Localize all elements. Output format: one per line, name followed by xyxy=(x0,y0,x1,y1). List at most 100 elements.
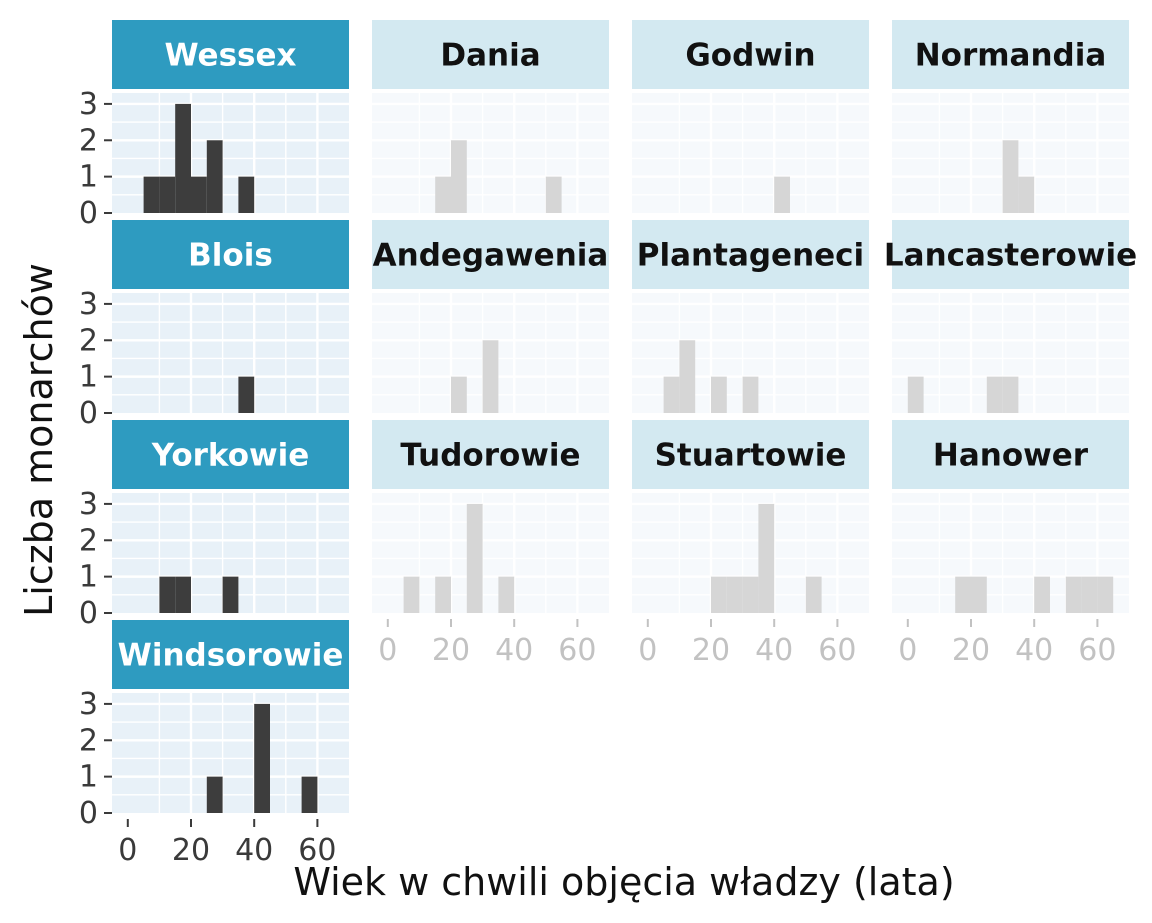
bar xyxy=(451,376,467,413)
panel-stuartowie: Stuartowie 0 20 40 60 xyxy=(632,420,869,668)
x-tick-label: 40 xyxy=(235,833,273,868)
strip-hanower xyxy=(892,420,1129,489)
bar xyxy=(726,576,743,613)
bar xyxy=(159,576,176,613)
bar xyxy=(663,376,680,413)
strip-windsorowie xyxy=(112,620,349,689)
bar xyxy=(1065,576,1082,613)
y-tick-label: 2 xyxy=(79,723,98,758)
bar xyxy=(466,503,483,613)
panel-dania: Dania xyxy=(372,20,609,213)
y-tick-label: 3 xyxy=(79,287,98,322)
bar xyxy=(482,340,499,413)
bar xyxy=(159,176,176,213)
bar xyxy=(238,176,255,213)
strip-stuartowie xyxy=(632,420,869,489)
panel-lancasterowie: Lancasterowie xyxy=(884,220,1137,413)
panel-andegawenia: Andegawenia xyxy=(372,220,609,413)
y-tick-label: 0 xyxy=(79,796,98,831)
bar xyxy=(971,576,987,613)
bar xyxy=(238,376,255,413)
strip-label-windsorowie: Windsorowie xyxy=(118,638,344,674)
strip-normandia xyxy=(892,20,1129,89)
bar xyxy=(742,576,759,613)
strip-tudorowie xyxy=(372,420,609,489)
y-tick-label: 1 xyxy=(79,560,98,595)
bar xyxy=(774,176,790,213)
strip-wessex xyxy=(112,20,349,89)
panel-tudorowie: Tudorowie 0 20 40 60 xyxy=(372,420,609,668)
strip-label-dania: Dania xyxy=(440,38,540,74)
bar xyxy=(907,376,924,413)
y-tick-label: 0 xyxy=(79,196,98,231)
bar xyxy=(758,503,775,613)
strip-godwin xyxy=(632,20,869,89)
strip-label-godwin: Godwin xyxy=(685,38,815,74)
panel-normandia: Normandia xyxy=(892,20,1129,213)
bar xyxy=(742,376,759,413)
plot-bg-dania xyxy=(372,93,609,213)
y-tick-label: 1 xyxy=(79,360,98,395)
y-tick-label: 1 xyxy=(79,760,98,795)
x-tick-label: 20 xyxy=(952,633,990,668)
strip-label-hanower: Hanower xyxy=(933,438,1089,474)
x-tick-label: 40 xyxy=(755,633,793,668)
panel-godwin: Godwin xyxy=(632,20,869,213)
strip-yorkowie xyxy=(112,420,349,489)
y-tick-label: 3 xyxy=(79,687,98,722)
bar xyxy=(1002,140,1019,213)
strip-label-plantageneci: Plantageneci xyxy=(637,238,864,274)
bar xyxy=(679,340,696,413)
x-tick-label: 20 xyxy=(172,833,210,868)
bar xyxy=(1018,176,1035,213)
x-tick-label: 60 xyxy=(558,633,596,668)
bar xyxy=(206,140,223,213)
y-axis-title: Liczba monarchów xyxy=(17,263,61,617)
bar xyxy=(711,576,727,613)
strip-label-normandia: Normandia xyxy=(915,38,1107,74)
x-tick-label: 0 xyxy=(378,633,397,668)
bar xyxy=(805,576,822,613)
strip-andegawenia xyxy=(372,220,609,289)
strip-label-blois: Blois xyxy=(188,238,273,274)
strip-label-wessex: Wessex xyxy=(164,38,296,74)
x-tick-label: 40 xyxy=(1015,633,1053,668)
bar xyxy=(435,576,451,613)
panel-plantageneci: Plantageneci xyxy=(632,220,869,413)
bar xyxy=(986,376,1003,413)
bar xyxy=(711,376,727,413)
x-tick-label: 20 xyxy=(692,633,730,668)
x-tick-label: 60 xyxy=(1078,633,1116,668)
x-tick-label: 0 xyxy=(118,833,137,868)
bar xyxy=(498,576,515,613)
bar xyxy=(403,576,420,613)
bar xyxy=(206,776,223,813)
y-tick-label: 3 xyxy=(79,87,98,122)
bar xyxy=(451,140,467,213)
bar xyxy=(435,176,451,213)
x-tick-label: 40 xyxy=(495,633,533,668)
x-tick-label: 20 xyxy=(432,633,470,668)
x-tick-label: 60 xyxy=(298,833,336,868)
y-tick-label: 0 xyxy=(79,396,98,431)
bar xyxy=(545,176,562,213)
y-tick-label: 3 xyxy=(79,487,98,522)
bar xyxy=(301,776,318,813)
bar xyxy=(1002,376,1019,413)
strip-dania xyxy=(372,20,609,89)
plot-bg-godwin xyxy=(632,93,869,213)
bar xyxy=(175,576,191,613)
plot-bg-blois xyxy=(112,293,349,413)
y-tick-label: 2 xyxy=(79,123,98,158)
x-tick-label: 0 xyxy=(638,633,657,668)
x-axis-title: Wiek w chwili objęcia władzy (lata) xyxy=(293,860,954,904)
bar xyxy=(1097,576,1114,613)
strip-label-lancasterowie: Lancasterowie xyxy=(884,238,1137,274)
bar xyxy=(191,176,207,213)
bar xyxy=(955,576,971,613)
bar xyxy=(143,176,160,213)
bar xyxy=(222,576,239,613)
